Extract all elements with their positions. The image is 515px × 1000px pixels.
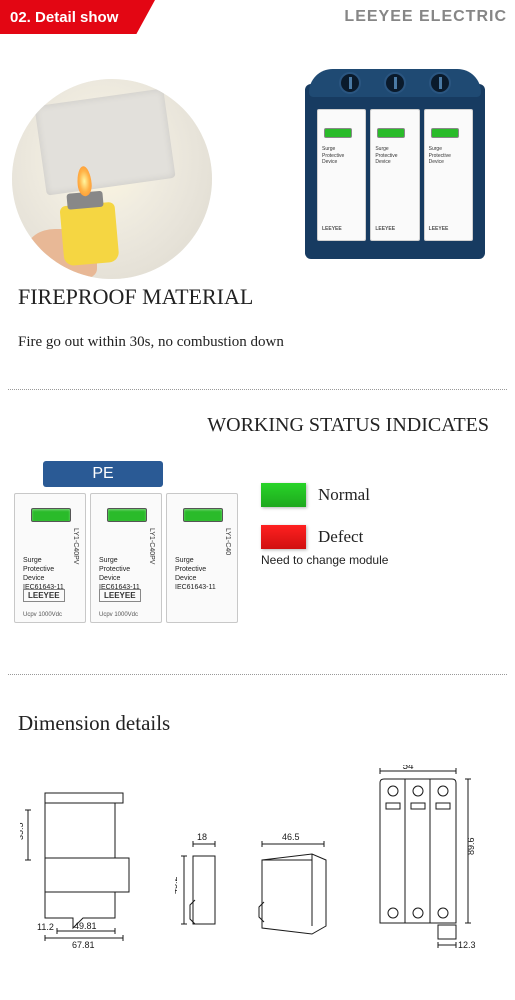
- dimensions-section: Dimension details 35.5 67.81 49.81 11.2 …: [0, 693, 515, 970]
- section-header: 02. Detail show LEEYEE ELECTRIC: [0, 0, 515, 34]
- device-panel: SurgeProtectiveDevice LEEYEE: [424, 109, 473, 241]
- section-divider: [8, 389, 507, 390]
- svg-text:67.81: 67.81: [72, 940, 95, 950]
- fireproof-photo: [12, 79, 212, 279]
- module-side-diagram: 45.2 18: [175, 830, 225, 950]
- status-indicator-icon: [107, 508, 147, 522]
- device-knob-row: [309, 69, 481, 97]
- svg-text:11.2: 11.2: [37, 922, 54, 932]
- legend-label: Normal: [318, 485, 370, 505]
- surge-device-image: SurgeProtectiveDevice LEEYEE SurgeProtec…: [305, 69, 505, 284]
- svg-text:89.6: 89.6: [466, 837, 476, 855]
- working-status-title: WORKING STATUS INDICATES: [8, 414, 507, 445]
- section-divider: [8, 674, 507, 675]
- legend-note: Need to change module: [261, 553, 507, 567]
- section-title: Detail show: [35, 9, 118, 26]
- green-swatch-icon: [261, 483, 306, 507]
- status-legend: Normal Defect Need to change module: [261, 453, 507, 628]
- ws-panel: LY1-C40 SurgeProtectiveDeviceIEC61643-11: [166, 493, 238, 623]
- knob-icon: [384, 72, 406, 94]
- svg-text:54: 54: [402, 765, 414, 772]
- brand-text: LEEYEE ELECTRIC: [344, 0, 507, 34]
- knob-icon: [339, 72, 361, 94]
- fireproof-section: SurgeProtectiveDevice LEEYEE SurgeProtec…: [0, 34, 515, 334]
- legend-item: Normal: [261, 483, 507, 507]
- fireproof-subtitle: Fire go out within 30s, no combustion do…: [0, 334, 515, 371]
- svg-text:45.2: 45.2: [175, 876, 179, 894]
- status-indicator-icon: [324, 128, 352, 138]
- working-status-section: WORKING STATUS INDICATES PE LY1-C40PV Su…: [0, 408, 515, 656]
- front-view-diagram: 54 89.6 12.3: [360, 765, 495, 950]
- dimensions-diagrams: 35.5 67.81 49.81 11.2 45.2 18 46.5: [8, 750, 507, 950]
- knob-icon: [429, 72, 451, 94]
- section-number: 02.: [10, 9, 31, 26]
- ws-panel: LY1-C40PV SurgeProtectiveDeviceIEC61643-…: [14, 493, 86, 623]
- svg-text:12.3: 12.3: [458, 940, 476, 950]
- working-status-image: PE LY1-C40PV SurgeProtectiveDeviceIEC616…: [8, 453, 243, 628]
- status-indicator-icon: [31, 508, 71, 522]
- header-tab: 02. Detail show: [0, 0, 155, 34]
- side-view-diagram: 35.5 67.81 49.81 11.2: [20, 775, 150, 950]
- svg-text:46.5: 46.5: [282, 832, 300, 842]
- ws-panel: LY1-C40PV SurgeProtectiveDeviceIEC61643-…: [90, 493, 162, 623]
- status-indicator-icon: [377, 128, 405, 138]
- device-panel: SurgeProtectiveDevice LEEYEE: [370, 109, 419, 241]
- dimensions-title: Dimension details: [8, 703, 507, 750]
- device-panel: SurgeProtectiveDevice LEEYEE: [317, 109, 366, 241]
- pe-label: PE: [43, 461, 163, 487]
- fireproof-title: FIREPROOF MATERIAL: [18, 284, 253, 310]
- status-indicator-icon: [183, 508, 223, 522]
- module-iso-diagram: 46.5: [250, 830, 335, 950]
- legend-label: Defect: [318, 527, 363, 547]
- svg-text:35.5: 35.5: [20, 822, 25, 840]
- red-swatch-icon: [261, 525, 306, 549]
- legend-item: Defect: [261, 525, 507, 549]
- svg-text:18: 18: [197, 832, 207, 842]
- svg-text:49.81: 49.81: [74, 921, 97, 931]
- status-indicator-icon: [431, 128, 459, 138]
